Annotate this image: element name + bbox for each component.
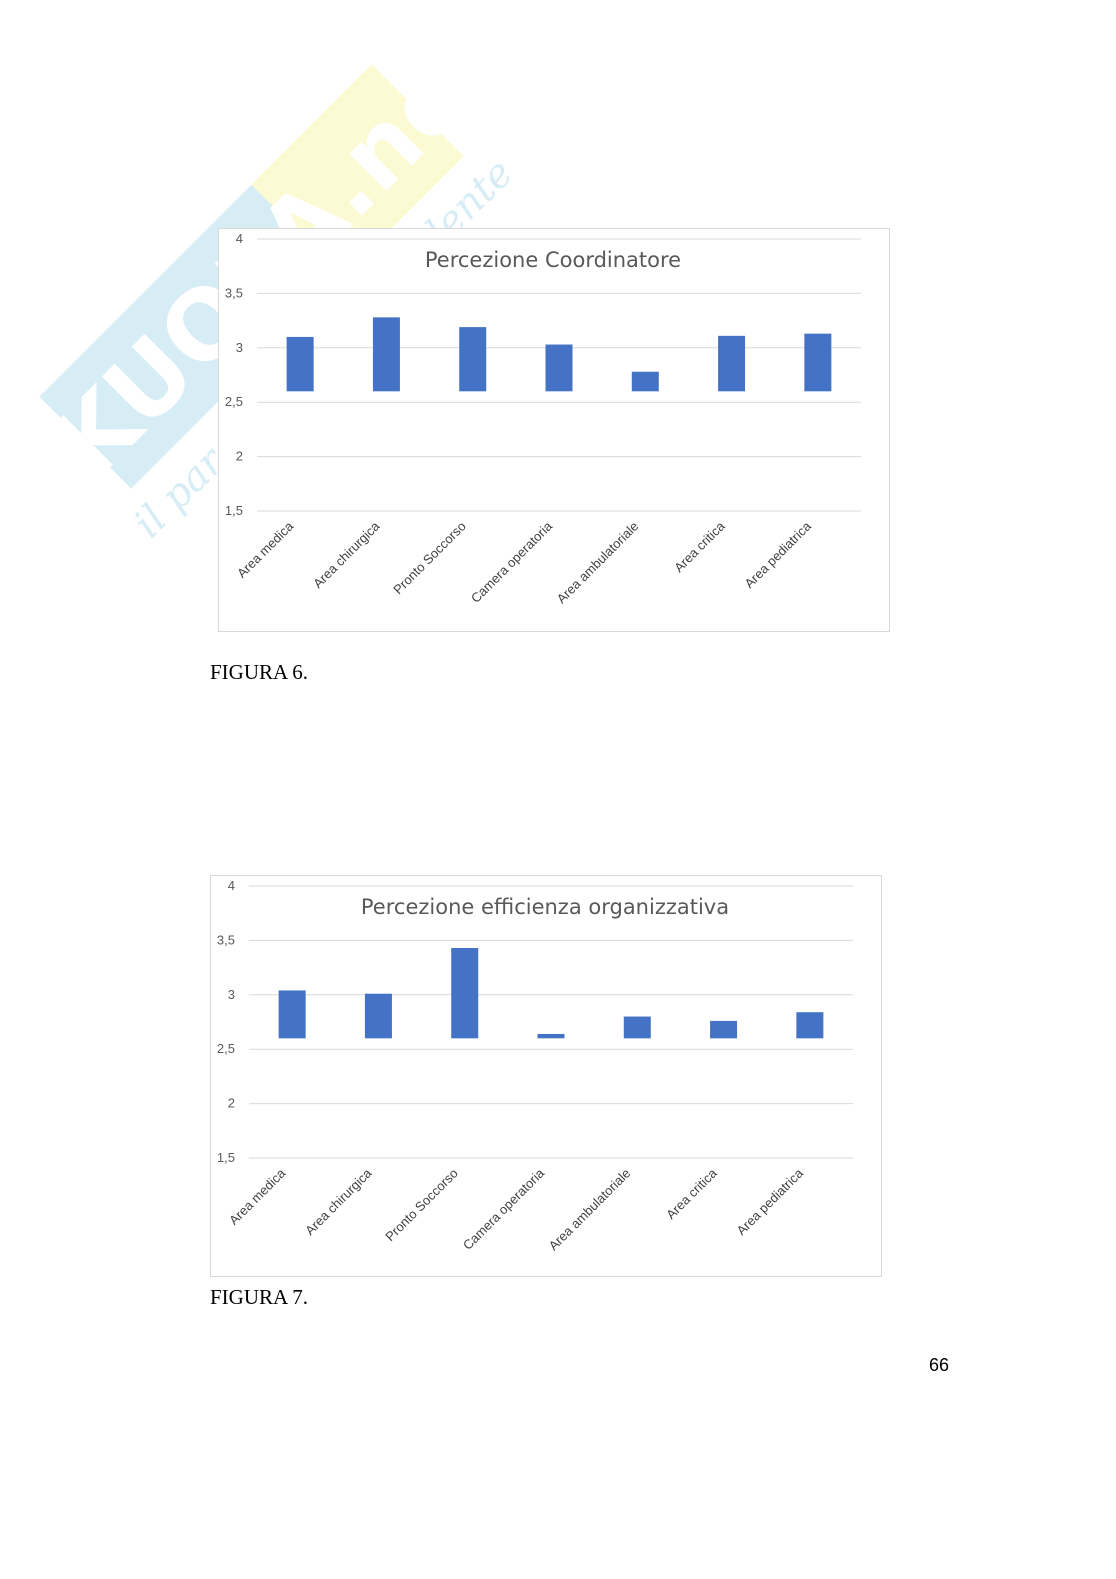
y-tick-label: 2,5 xyxy=(217,1041,235,1056)
bar xyxy=(537,1033,565,1039)
x-category-label: Area critica xyxy=(671,518,728,575)
x-category-label: Area ambulatoriale xyxy=(546,1166,634,1254)
x-category-label: Area critica xyxy=(663,1165,720,1222)
bar xyxy=(631,371,659,392)
x-category-label: Camera operatoria xyxy=(460,1165,548,1253)
x-category-label: Pronto Soccorso xyxy=(382,1166,461,1245)
bar xyxy=(710,1020,738,1039)
x-category-label: Pronto Soccorso xyxy=(390,519,469,598)
x-category-label: Area chirurgica xyxy=(310,518,383,591)
x-category-label: Area chirurgica xyxy=(302,1165,375,1238)
figure-caption: FIGURA 7. xyxy=(210,1285,309,1309)
y-tick-label: 4 xyxy=(228,878,235,893)
bar xyxy=(278,990,306,1039)
bar xyxy=(451,948,479,1039)
bar xyxy=(459,327,487,392)
x-category-label: Area pediatrica xyxy=(742,518,815,591)
bar xyxy=(718,335,746,392)
bar xyxy=(623,1016,651,1039)
bar xyxy=(372,317,400,392)
page-number: 66 xyxy=(929,1355,950,1375)
y-tick-label: 3 xyxy=(228,987,235,1002)
chart-svg: Percezione efficienza organizzativa 1,5 2… xyxy=(217,878,853,1254)
bar xyxy=(804,333,832,392)
chart-title: Percezione efficienza organizzativa xyxy=(361,895,729,919)
y-tick-label: 3,5 xyxy=(217,932,235,947)
x-category-label: Camera operatoria xyxy=(468,518,556,606)
y-tick-label: 3 xyxy=(236,340,243,355)
x-category-label: Area ambulatoriale xyxy=(554,519,642,607)
x-category-label: Area medica xyxy=(226,1165,289,1228)
chart-percezione-efficienza: Percezione efficienza organizzativa 1,5 2… xyxy=(210,875,882,1277)
x-category-label: Area pediatrica xyxy=(734,1165,807,1238)
y-tick-label: 2 xyxy=(236,449,243,464)
x-category-label: Area medica xyxy=(234,518,297,581)
chart-title: Percezione Coordinatore xyxy=(425,248,681,272)
chart-svg: Percezione Coordinatore 1,5 2 2,5 3 3,5 4 Area… xyxy=(225,231,861,607)
chart-percezione-coordinatore: Percezione Coordinatore 1,5 2 2,5 3 3,5 4 Area… xyxy=(218,228,890,632)
y-tick-label: 2 xyxy=(228,1096,235,1111)
y-tick-label: 4 xyxy=(236,231,243,246)
y-tick-label: 3,5 xyxy=(225,285,243,300)
y-tick-label: 1,5 xyxy=(225,503,243,518)
bar xyxy=(364,993,392,1039)
bar xyxy=(796,1012,824,1039)
figure-caption: FIGURA 6. xyxy=(210,660,309,684)
bar xyxy=(545,344,573,392)
y-tick-label: 1,5 xyxy=(217,1150,235,1165)
y-tick-label: 2,5 xyxy=(225,394,243,409)
bar xyxy=(286,336,314,392)
